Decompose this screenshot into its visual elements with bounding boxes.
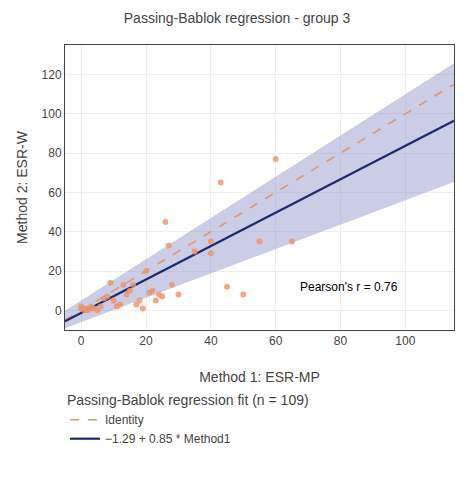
svg-text:Pearson's r = 0.76: Pearson's r = 0.76 [300, 280, 398, 294]
svg-text:100: 100 [395, 334, 415, 348]
svg-text:Method 1: ESR-MP: Method 1: ESR-MP [199, 369, 320, 385]
svg-text:80: 80 [48, 146, 62, 160]
svg-text:100: 100 [42, 107, 62, 121]
svg-text:60: 60 [48, 186, 62, 200]
svg-text:Method 2: ESR-W: Method 2: ESR-W [14, 130, 30, 244]
svg-text:Passing-Bablok regression fit: Passing-Bablok regression fit (n = 109) [67, 392, 309, 408]
svg-text:40: 40 [204, 334, 218, 348]
svg-text:Passing-Bablok regression - gr: Passing-Bablok regression - group 3 [124, 10, 351, 26]
svg-text:80: 80 [334, 334, 348, 348]
svg-text:0: 0 [78, 334, 85, 348]
svg-text:Identity: Identity [105, 413, 144, 427]
svg-text:−1.29 + 0.85 * Method1: −1.29 + 0.85 * Method1 [105, 432, 231, 446]
svg-text:40: 40 [48, 225, 62, 239]
svg-text:20: 20 [48, 264, 62, 278]
svg-text:0: 0 [55, 304, 62, 318]
svg-text:20: 20 [139, 334, 153, 348]
svg-text:120: 120 [42, 68, 62, 82]
svg-text:60: 60 [269, 334, 283, 348]
